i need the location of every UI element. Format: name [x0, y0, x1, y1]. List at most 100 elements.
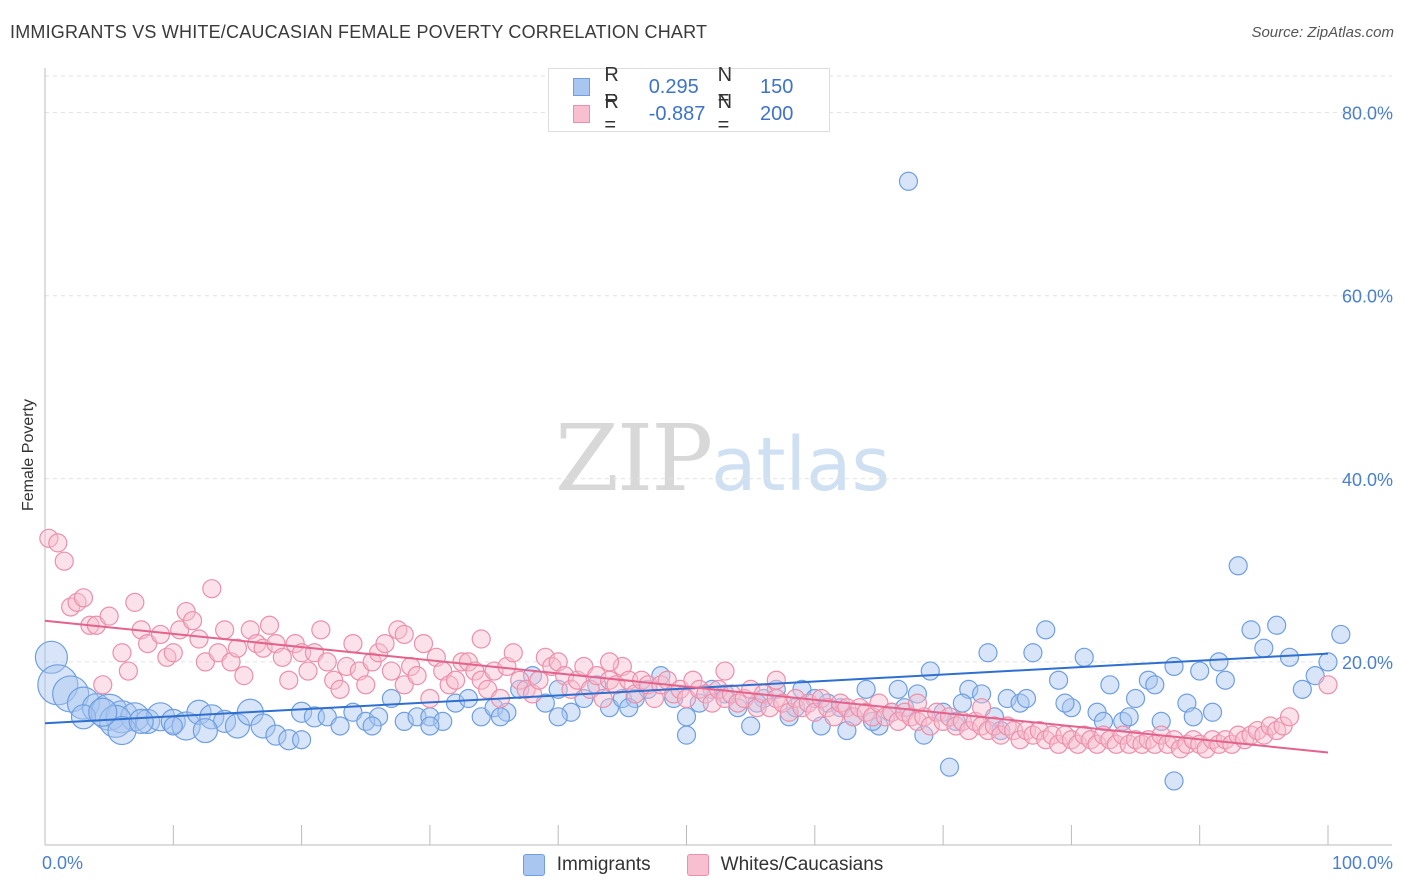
white-point [343, 633, 363, 654]
white-point [93, 675, 113, 695]
immigrant-point [292, 730, 312, 750]
immigrant-point [291, 701, 313, 723]
immigrant-point [856, 679, 876, 699]
white-point [375, 633, 395, 654]
legend-row-whites: R = -0.887 N = 200 [573, 91, 829, 136]
immigrant-point [163, 716, 183, 736]
immigrant-point [1318, 652, 1338, 672]
chart-title: IMMIGRANTS VS WHITE/CAUCASIAN FEMALE POV… [10, 22, 708, 42]
series-legend: Immigrants Whites/Caucasians [0, 852, 1406, 878]
legend-r-value: -0.887 [648, 102, 706, 125]
immigrant-point [561, 702, 581, 722]
immigrant-point [381, 688, 402, 709]
white-point [413, 633, 434, 654]
y-tick-label: 40.0% [1342, 470, 1393, 490]
legend-r-label: R = [604, 91, 619, 136]
immigrant-point [490, 707, 511, 727]
white-point [1279, 707, 1300, 727]
immigrant-point [1254, 638, 1274, 658]
trend-lines [44, 619, 1329, 754]
white-point [356, 675, 376, 695]
immigrant-point [420, 716, 440, 736]
white-point [599, 652, 620, 672]
immigrant-point [920, 661, 940, 681]
legend-label-whites: Whites/Caucasians [720, 854, 884, 875]
white-point [234, 666, 254, 686]
legend-n-label: N = [717, 64, 733, 109]
axes [44, 68, 1392, 846]
white-point [272, 647, 292, 667]
white-point [202, 579, 222, 599]
immigrant-point [1125, 688, 1146, 709]
immigrant-point [445, 693, 466, 713]
immigrant-point [265, 724, 287, 746]
immigrant-point [997, 688, 1017, 709]
white-point [330, 679, 350, 699]
white-point [971, 698, 992, 718]
immigrant-point [394, 711, 414, 732]
immigrant-point [1055, 693, 1075, 713]
white-point [73, 588, 94, 608]
immigrant-point [952, 693, 972, 713]
immigrant-point [1048, 670, 1069, 690]
legend-row-immigrants: R = 0.295 N = 150 [573, 64, 829, 109]
immigrant-point [741, 716, 761, 736]
white-point [907, 693, 928, 713]
y-tick-label: 80.0% [1342, 104, 1393, 124]
immigrant-point [192, 717, 218, 744]
legend-n-value: 150 [760, 75, 794, 98]
white-point [1318, 675, 1338, 695]
y-axis-label: Female Poverty [20, 399, 37, 511]
immigrant-point [971, 684, 992, 704]
white-point [150, 624, 171, 645]
tick-labels: 80.0% 60.0% 40.0% 20.0% 0.0% 100.0% [42, 104, 1393, 873]
immigrant-point [939, 757, 960, 777]
legend-swatch-immigrants [573, 78, 591, 96]
white-point [118, 661, 138, 681]
y-tick-label: 20.0% [1342, 653, 1393, 673]
immigrant-point [88, 697, 118, 727]
immigrant-point [676, 707, 697, 727]
immigrant-point [676, 725, 697, 745]
immigrant-point [199, 704, 225, 730]
grid-lines [45, 75, 1392, 663]
legend-item-whites[interactable]: Whites/Caucasians [686, 854, 884, 876]
white-point [394, 624, 414, 645]
white-point [298, 661, 318, 681]
immigrant-point [330, 716, 350, 736]
immigrant-point [1036, 620, 1056, 640]
white-point [336, 656, 357, 677]
immigrant-point [1331, 624, 1351, 645]
immigrant-point [1209, 652, 1229, 672]
immigrants-trend-line [44, 652, 1329, 725]
source-label: Source: ZipAtlas.com [1251, 24, 1394, 41]
white-point [420, 688, 440, 709]
immigrant-point [362, 716, 382, 736]
x-tick-label: 0.0% [42, 853, 83, 873]
white-point [715, 661, 735, 681]
immigrant-point [1151, 711, 1171, 732]
white-point [503, 643, 523, 663]
immigrant-point [458, 688, 478, 709]
immigrant-point [888, 679, 908, 699]
immigrant-point [1241, 620, 1261, 640]
legend-n-label: N = [717, 91, 733, 136]
immigrant-point [978, 643, 998, 663]
whites-trend-line [44, 619, 1329, 754]
immigrant-point [1202, 702, 1223, 722]
immigrant-point [1164, 656, 1184, 677]
legend-item-immigrants[interactable]: Immigrants [522, 854, 651, 876]
correlation-legend: R = 0.295 N = 150 R = -0.887 N = 200 [548, 64, 830, 136]
white-point [189, 629, 209, 649]
legend-swatch-whites [573, 105, 591, 123]
immigrant-point [1267, 615, 1287, 635]
immigrant-point [1279, 647, 1300, 667]
immigrant-point [1145, 675, 1165, 695]
white-point [163, 643, 183, 663]
immigrant-point [1074, 647, 1094, 667]
immigrant-point [548, 707, 568, 727]
immigrant-point [1119, 707, 1139, 727]
white-point [766, 670, 786, 690]
white-point [529, 670, 549, 690]
immigrant-point [898, 171, 919, 191]
